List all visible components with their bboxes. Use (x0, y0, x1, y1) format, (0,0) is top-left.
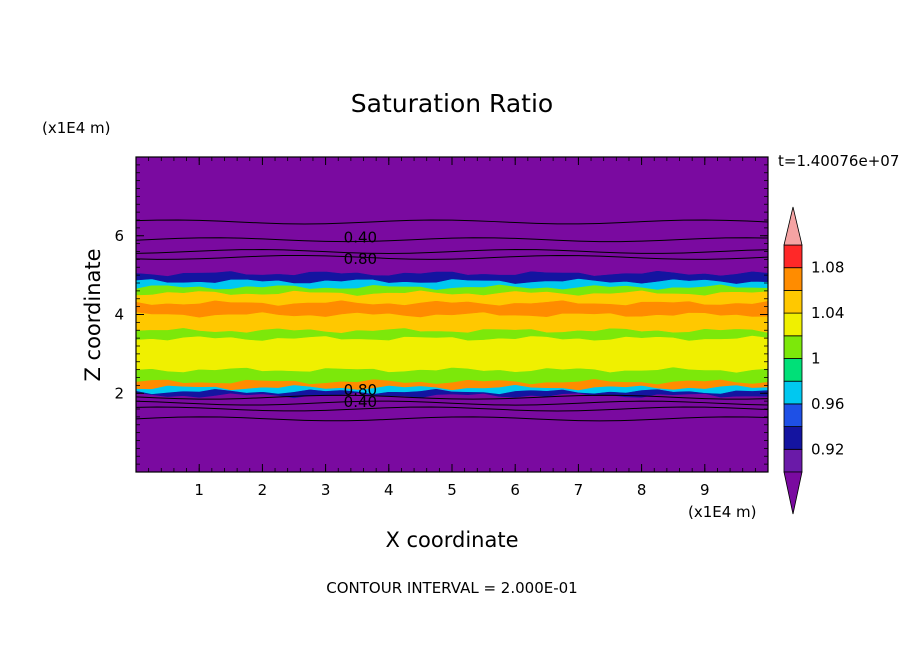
colorbar-segment (783, 426, 803, 450)
y-axis-title: Z coordinate (81, 248, 105, 381)
x-tick-label: 7 (574, 481, 584, 499)
contour-lines (135, 219, 769, 422)
colorbar: 0.92 0.96 1 1.04 1.08 (783, 206, 844, 515)
x-tick-label: 4 (384, 481, 394, 499)
x-tick-label: 6 (510, 481, 520, 499)
contour-label: 0.40 (344, 393, 377, 411)
contour-line (135, 254, 769, 260)
contour-label: 0.80 (344, 250, 377, 268)
colorbar-over-arrow (783, 206, 803, 246)
colorbar-segment (783, 358, 803, 382)
colorbar-segment (783, 380, 803, 405)
colorbar-segment (783, 448, 803, 473)
x-tick-label: 2 (258, 481, 268, 499)
x-tick-label: 1 (194, 481, 204, 499)
contour-labels: 0.400.800.800.40 (344, 228, 377, 411)
y-tick-label: 2 (114, 384, 124, 402)
y-axis-ticks: 2 4 6 (114, 164, 768, 473)
plot-area (135, 156, 769, 473)
contour-line (135, 406, 769, 412)
colorbar-segment (783, 289, 803, 314)
contour-line (135, 249, 769, 254)
colorbar-segment (783, 335, 803, 359)
contour-line (135, 400, 769, 406)
x-tick-label: 8 (637, 481, 647, 499)
colorbar-segment (783, 267, 803, 291)
x-tick-label: 5 (447, 481, 457, 499)
x-tick-label: 3 (321, 481, 331, 499)
x-axis-title: X coordinate (385, 528, 518, 552)
time-label: t=1.40076e+07 (778, 152, 899, 170)
heatmap-band (135, 156, 769, 277)
y-tick-label: 6 (114, 227, 124, 245)
contour-line (135, 394, 769, 400)
colorbar-tick-label: 0.92 (811, 440, 844, 458)
x-tick-label: 9 (700, 481, 710, 499)
colorbar-segment (783, 244, 803, 269)
colorbar-tick-label: 1.08 (811, 259, 844, 277)
contour-label: 0.40 (344, 228, 377, 246)
contour-interval-label: CONTOUR INTERVAL = 2.000E-01 (326, 579, 577, 597)
contour-label: 0.80 (344, 381, 377, 399)
colorbar-under-arrow (783, 471, 803, 515)
heatmap-band (135, 335, 769, 373)
colorbar-tick-label: 1 (811, 350, 821, 368)
x-unit-label: (x1E4 m) (688, 503, 757, 521)
colorbar-tick-label: 0.96 (811, 395, 844, 413)
colorbar-segment (783, 403, 803, 427)
heatmap-band (135, 366, 769, 385)
colorbar-segment (783, 312, 803, 337)
colorbar-tick-label: 1.04 (811, 304, 844, 322)
contour-line (135, 237, 769, 243)
y-tick-label: 4 (114, 306, 124, 324)
contour-line (135, 219, 769, 225)
x-axis-ticks: 1 2 3 4 5 6 7 8 9 (135, 157, 769, 499)
contour-line (135, 416, 769, 422)
chart-title: Saturation Ratio (351, 89, 553, 118)
y-unit-label: (x1E4 m) (42, 119, 111, 137)
